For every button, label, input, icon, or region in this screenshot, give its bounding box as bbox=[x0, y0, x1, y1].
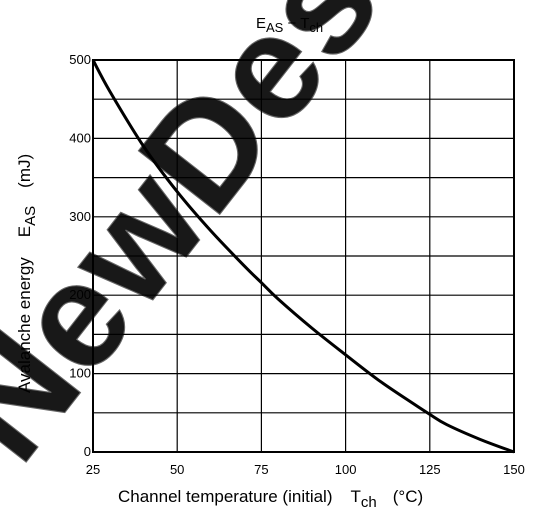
plot-frame bbox=[92, 59, 515, 453]
eas-curve bbox=[91, 59, 515, 454]
y-tick-label: 200 bbox=[69, 287, 91, 302]
x-tick-label: 25 bbox=[86, 462, 100, 477]
y-tick-label: 0 bbox=[84, 444, 91, 459]
x-tick-label: 50 bbox=[170, 462, 184, 477]
chart-title: EAS − Tch bbox=[256, 15, 323, 35]
y-tick-label: 500 bbox=[69, 52, 91, 67]
x-tick-label: 125 bbox=[419, 462, 441, 477]
watermark-logo: NewDes bbox=[0, 0, 412, 490]
y-axis-label: Avalanche energyEAS(mJ) bbox=[15, 154, 39, 393]
y-tick-label: 100 bbox=[69, 366, 91, 381]
watermark-text: NewDes bbox=[0, 0, 412, 490]
x-tick-label: 150 bbox=[503, 462, 525, 477]
x-tick-labels: 25 50 75 100 125 150 bbox=[86, 462, 525, 477]
x-axis-label: Channel temperature (initial) Tch (°C) bbox=[118, 487, 423, 511]
y-tick-label: 300 bbox=[69, 209, 91, 224]
x-tick-label: 100 bbox=[335, 462, 357, 477]
y-tick-labels: 0 100 200 300 400 500 bbox=[69, 52, 91, 459]
x-tick-label: 75 bbox=[254, 462, 268, 477]
y-tick-label: 400 bbox=[69, 130, 91, 145]
